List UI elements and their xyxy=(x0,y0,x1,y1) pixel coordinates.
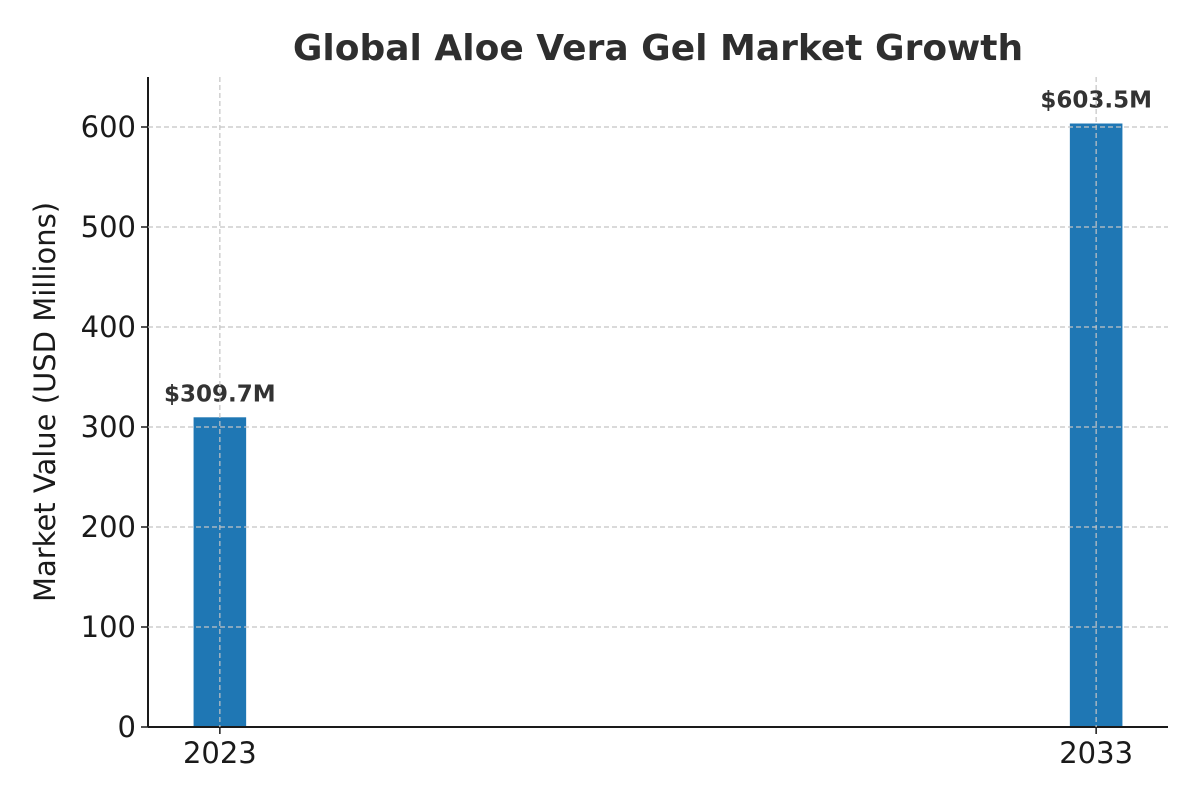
x-tick-label: 2033 xyxy=(1059,736,1133,770)
y-tick-label: 600 xyxy=(81,110,136,144)
chart-title: Global Aloe Vera Gel Market Growth xyxy=(293,28,1023,69)
y-tick-label: 100 xyxy=(81,610,136,644)
bar-2023 xyxy=(193,417,247,727)
y-tick-label: 300 xyxy=(81,410,136,444)
y-tick-label: 500 xyxy=(81,210,136,244)
y-tick-label: 0 xyxy=(118,710,136,744)
y-tick-label: 400 xyxy=(81,310,136,344)
x-tick-label: 2023 xyxy=(183,736,257,770)
bars: $309.7M$603.5M xyxy=(164,88,1152,727)
y-tick-label: 200 xyxy=(81,510,136,544)
y-axis-label: Market Value (USD Millions) xyxy=(28,202,62,602)
ticks: 0 100 200 300 400 500 600 2023 2033 xyxy=(81,110,1133,770)
grid xyxy=(148,77,1168,727)
